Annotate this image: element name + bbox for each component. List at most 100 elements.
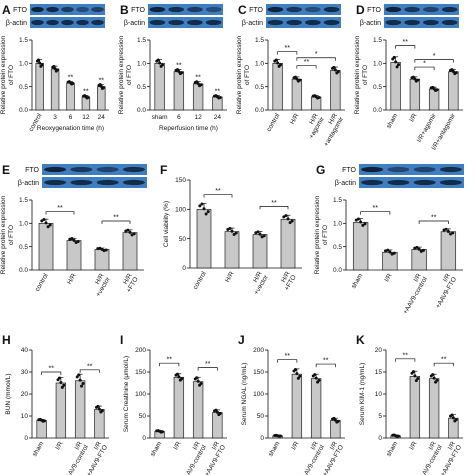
x-tick-label: 24 bbox=[214, 114, 222, 121]
bar bbox=[409, 376, 421, 439]
data-point bbox=[78, 378, 82, 382]
panel-b: B FTO β-actin Relative protein expressionof… bbox=[118, 3, 227, 132]
blot-row-label: FTO bbox=[342, 167, 356, 174]
data-point bbox=[204, 212, 208, 216]
data-point bbox=[158, 429, 162, 433]
blot-band bbox=[44, 166, 67, 173]
y-tick-label: 50 bbox=[139, 413, 147, 420]
data-point bbox=[450, 413, 454, 417]
significance-bracket bbox=[395, 45, 416, 49]
significance-bracket bbox=[418, 220, 449, 224]
blot-band bbox=[387, 166, 410, 173]
data-point bbox=[363, 222, 367, 226]
significance-bracket bbox=[433, 362, 454, 367]
bar bbox=[382, 251, 398, 271]
y-axis-label-line: Relative protein expression bbox=[236, 35, 243, 114]
data-point bbox=[196, 379, 200, 383]
data-point bbox=[80, 384, 84, 388]
panel-a: A FTO β-actin Relative protein expressionof… bbox=[0, 3, 109, 133]
y-tick-label: 50 bbox=[257, 413, 265, 420]
data-point bbox=[390, 252, 394, 256]
significance-bracket bbox=[296, 65, 317, 69]
blot-band bbox=[122, 166, 145, 173]
x-tick-label-line: H/R bbox=[289, 112, 301, 125]
y-tick-label: 10 bbox=[21, 413, 29, 420]
y-tick-label: 0 bbox=[24, 435, 28, 442]
significance-label: ** bbox=[373, 205, 379, 212]
significance-bracket bbox=[197, 367, 218, 371]
data-point bbox=[178, 72, 182, 76]
panel-g: G FTO β-actin Relative protein expressionof… bbox=[314, 163, 464, 316]
panel-label-b: B bbox=[120, 3, 129, 17]
data-point bbox=[53, 67, 57, 71]
data-point bbox=[276, 434, 280, 438]
y-tick-label: 0.0 bbox=[373, 107, 382, 114]
blot-band bbox=[205, 19, 222, 26]
blot-strip bbox=[148, 17, 223, 28]
significance-label: ** bbox=[87, 363, 93, 370]
bar bbox=[36, 420, 47, 439]
x-tick-label-line: H/R bbox=[327, 112, 339, 125]
blot-row-label: FTO bbox=[25, 167, 39, 174]
bar bbox=[330, 69, 341, 111]
x-tick-label: sham bbox=[267, 441, 281, 458]
x-tick-label: sham bbox=[350, 273, 364, 290]
x-tick-label: H/R+vector bbox=[89, 272, 112, 298]
data-point bbox=[451, 416, 455, 420]
data-point bbox=[42, 218, 46, 222]
x-tick-label: I/R+AAV9-FTO bbox=[429, 272, 459, 310]
panel-i: I Serum Creatinine (μmol/L) 0 50 100 150 200 sh… bbox=[120, 333, 227, 475]
y-tick-label: 1.5 bbox=[137, 37, 146, 44]
x-tick-label: sham bbox=[385, 113, 399, 130]
significance-label: * bbox=[315, 51, 318, 58]
x-axis-label: Reperfusion time (h) bbox=[159, 125, 218, 132]
blot-row-label: β-actin bbox=[242, 20, 263, 27]
data-point bbox=[286, 217, 290, 221]
data-point bbox=[446, 229, 450, 233]
data-point bbox=[99, 84, 103, 88]
y-tick-label: 100 bbox=[175, 207, 186, 214]
data-point bbox=[72, 238, 76, 242]
blot-band bbox=[187, 6, 203, 13]
data-point bbox=[432, 376, 436, 380]
significance-label: * bbox=[433, 53, 436, 60]
data-point bbox=[206, 210, 210, 214]
x-tick-label: I/R bbox=[408, 440, 418, 451]
blot-band bbox=[205, 6, 222, 13]
blot-band bbox=[267, 19, 284, 26]
y-axis-label-line: of FTO bbox=[322, 225, 329, 245]
data-point bbox=[228, 226, 232, 230]
significance-label: ** bbox=[113, 215, 119, 222]
blot-band bbox=[404, 19, 420, 26]
data-point bbox=[417, 247, 421, 251]
x-tick-label-line: H/R bbox=[224, 270, 236, 283]
data-point bbox=[39, 64, 43, 68]
blot-band bbox=[361, 179, 384, 186]
blot-strip bbox=[384, 17, 459, 28]
x-tick-label-line: H/R bbox=[280, 270, 292, 283]
y-tick-label: 0.5 bbox=[333, 244, 342, 251]
data-point bbox=[177, 375, 181, 379]
data-point bbox=[215, 95, 219, 99]
data-point bbox=[159, 64, 163, 68]
x-tick-label-line: I/R bbox=[54, 440, 64, 451]
y-tick-label: 1.5 bbox=[333, 197, 342, 204]
x-tick-label: 3 bbox=[53, 114, 57, 121]
blot-band bbox=[76, 19, 89, 26]
x-tick-label-line: I/R bbox=[413, 272, 423, 283]
y-tick-label: 0.5 bbox=[373, 84, 382, 91]
panel-label-c: C bbox=[238, 3, 247, 17]
y-tick-label: 1.0 bbox=[255, 61, 264, 68]
data-point bbox=[277, 64, 281, 68]
blot-band bbox=[46, 19, 59, 26]
significance-label: ** bbox=[205, 361, 211, 368]
data-point bbox=[359, 220, 363, 224]
bar bbox=[38, 222, 54, 271]
x-tick-label: I/R bbox=[54, 440, 64, 451]
y-tick-label: 10 bbox=[375, 391, 383, 398]
panel-label-g: G bbox=[316, 163, 325, 177]
significance-label: ** bbox=[323, 358, 329, 365]
data-point bbox=[130, 233, 134, 237]
